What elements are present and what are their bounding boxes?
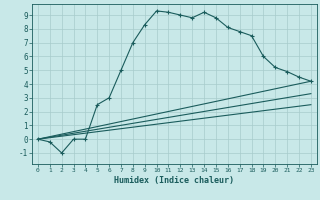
X-axis label: Humidex (Indice chaleur): Humidex (Indice chaleur) — [115, 176, 234, 185]
